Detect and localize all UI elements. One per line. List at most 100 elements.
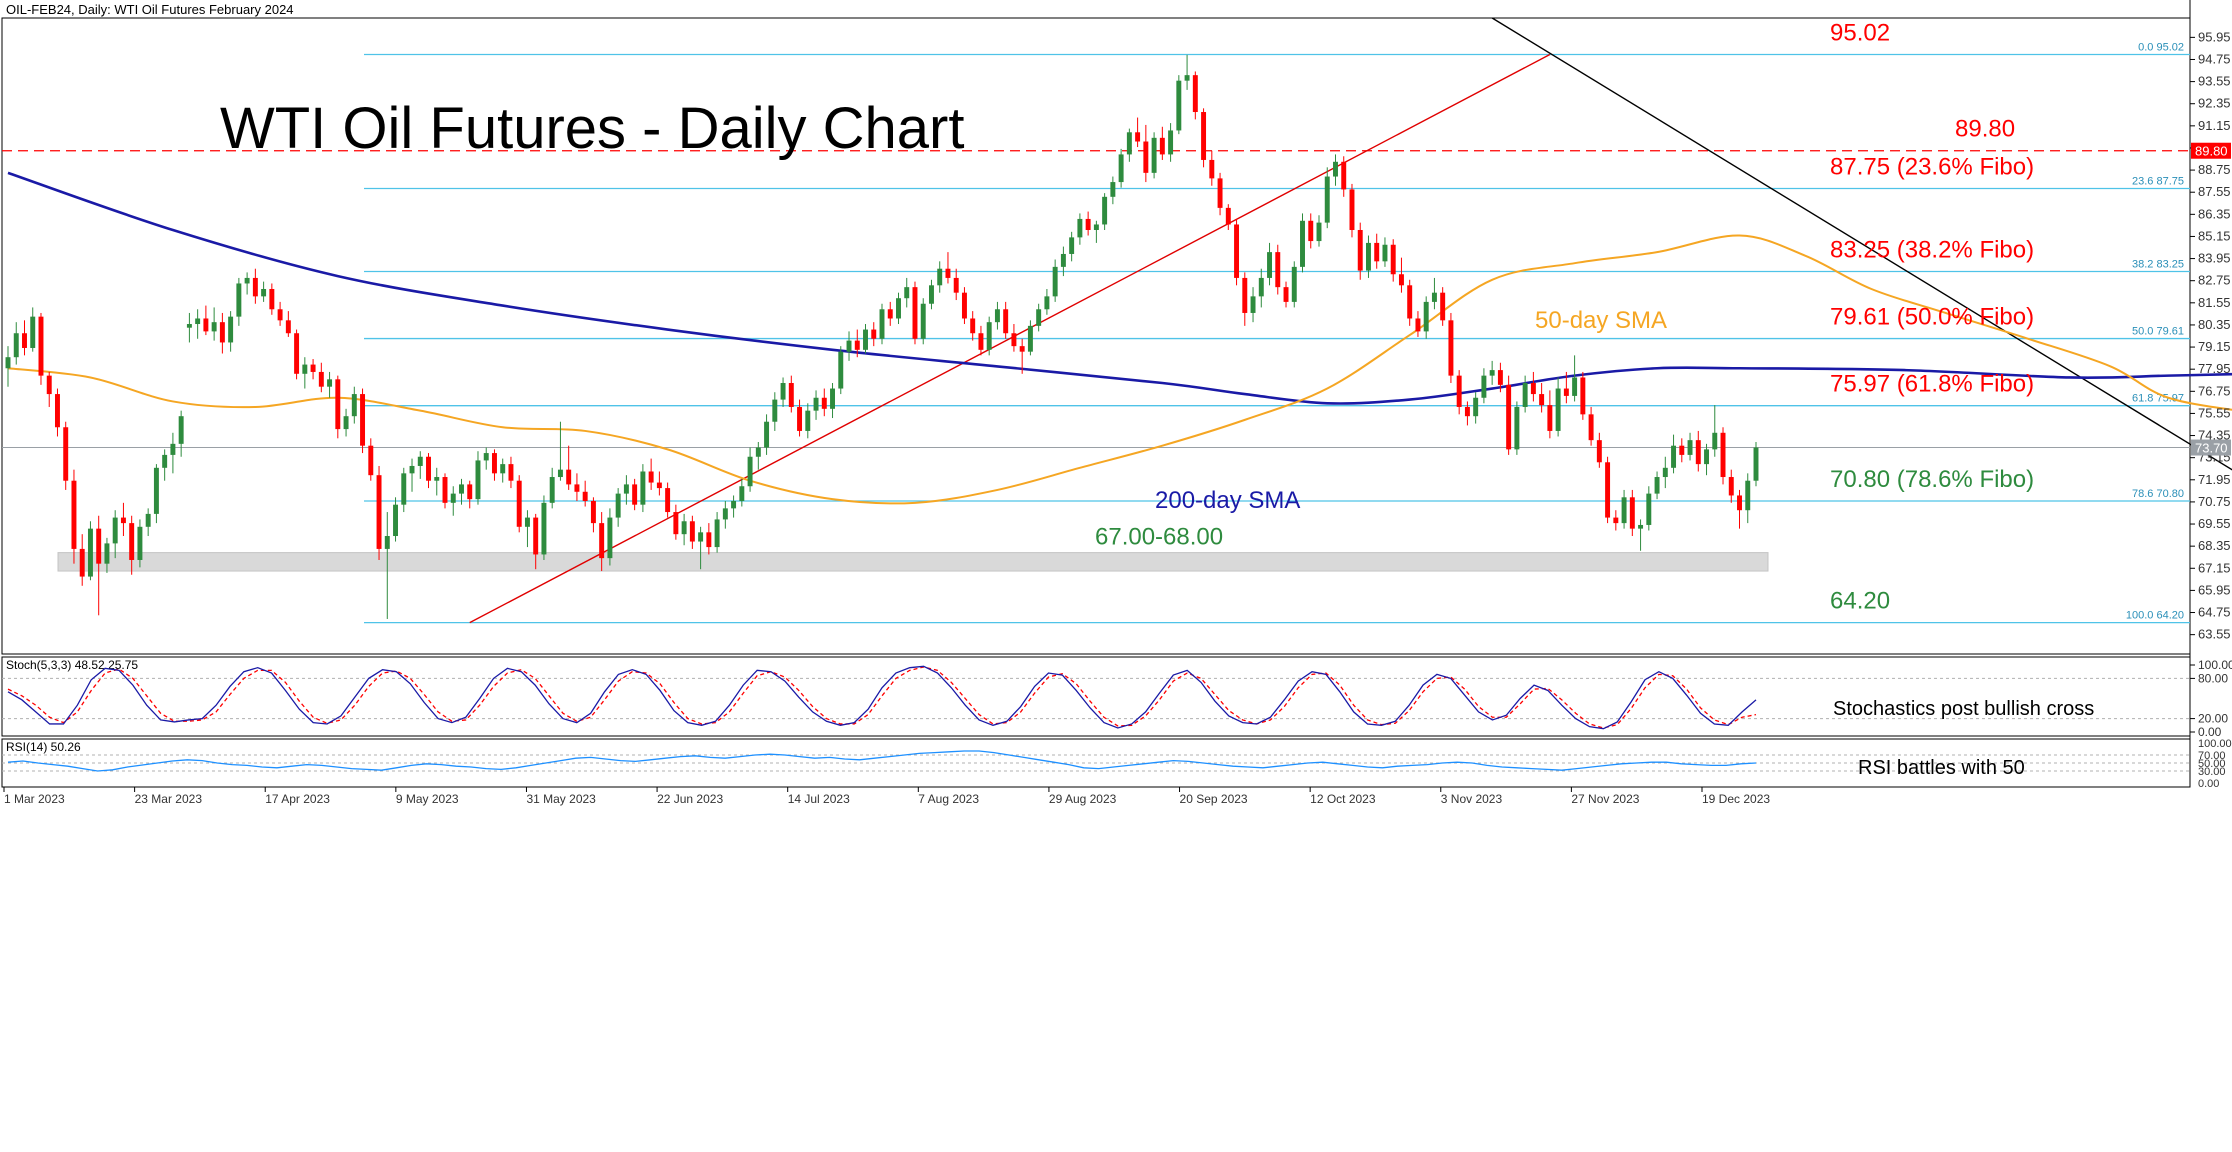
candle-body <box>566 469 572 485</box>
candle-body <box>401 473 407 505</box>
candle-body <box>211 322 217 332</box>
time-tick-label: 12 Oct 2023 <box>1310 792 1376 806</box>
candle-body <box>1341 161 1347 190</box>
candle-body <box>1646 493 1652 525</box>
candle-body <box>590 500 596 524</box>
candle-body <box>871 329 877 339</box>
candle-body <box>1431 292 1437 302</box>
candle-body <box>1720 432 1726 478</box>
candle-body <box>1291 266 1297 302</box>
fibo-label: 87.75 (23.6% Fibo) <box>1830 154 2034 181</box>
candle-body <box>376 475 382 549</box>
candle-body <box>1250 296 1256 313</box>
candle-body <box>1060 253 1066 267</box>
candle-body <box>1300 220 1305 267</box>
candle-body <box>1687 440 1693 455</box>
price-tick-label: 71.95 <box>2198 472 2231 487</box>
time-tick-label: 17 Apr 2023 <box>265 792 330 806</box>
candle-body <box>38 316 44 376</box>
current-price-tag <box>2191 439 2231 456</box>
candle-body <box>450 493 456 503</box>
candle-body <box>30 316 36 348</box>
candle-body <box>1572 377 1578 396</box>
candle-body <box>1605 462 1611 518</box>
candle-body <box>821 397 827 409</box>
time-tick-label: 23 Mar 2023 <box>135 792 203 806</box>
candle-body <box>162 454 168 468</box>
candle-body <box>1349 189 1355 230</box>
candle-body <box>1712 432 1718 450</box>
candle-body <box>1275 252 1281 288</box>
time-tick-label: 22 Jun 2023 <box>657 792 723 806</box>
candle-body <box>1654 477 1660 494</box>
price-tick-label: 86.35 <box>2198 206 2231 221</box>
time-tick-label: 9 May 2023 <box>396 792 459 806</box>
candle-body <box>1638 524 1644 529</box>
candle-body <box>409 465 415 474</box>
candle-body <box>887 309 893 319</box>
candle-body <box>1234 224 1240 278</box>
sma200-label: 200-day SMA <box>1155 487 1300 514</box>
candle-body <box>1044 296 1050 310</box>
candle-body <box>541 502 547 555</box>
candle-body <box>1308 220 1314 242</box>
downtrend-line <box>1491 17 2232 471</box>
candle-body <box>557 469 563 478</box>
candle-body <box>706 532 712 548</box>
fibo-small-label: 23.6 87.75 <box>2132 176 2184 188</box>
current-price-label: 73.70 <box>2195 441 2228 456</box>
candle-body <box>1423 301 1429 332</box>
candle-body <box>516 480 522 527</box>
chart-labels: OIL-FEB24, Daily: WTI Oil Futures Februa… <box>6 2 2034 615</box>
time-tick-label: 29 Aug 2023 <box>1049 792 1117 806</box>
candle-body <box>615 493 621 518</box>
candle-body <box>1201 112 1207 160</box>
candle-body <box>285 320 291 334</box>
candle-body <box>219 322 225 343</box>
candle-body <box>863 329 868 350</box>
time-tick-label: 27 Nov 2023 <box>1571 792 1639 806</box>
price-tick-label: 88.75 <box>2198 162 2231 177</box>
candle-body <box>13 333 19 358</box>
candle-body <box>236 283 242 317</box>
candle-body <box>475 460 481 500</box>
fibo-label: 70.80 (78.6% Fibo) <box>1830 466 2034 493</box>
candle-body <box>195 318 201 325</box>
candle-body <box>928 285 934 304</box>
candle-body <box>186 324 192 328</box>
resistance-label: 89.80 <box>1955 116 2015 143</box>
candle-body <box>1333 161 1338 177</box>
price-tick-label: 67.15 <box>2198 560 2231 575</box>
symbol-header: OIL-FEB24, Daily: WTI Oil Futures Februa… <box>6 2 294 17</box>
candle-body <box>1110 182 1116 197</box>
support-zone-label: 67.00-68.00 <box>1095 524 1223 551</box>
rsi-line <box>7 750 1757 772</box>
candle-body <box>63 427 69 481</box>
candle-body <box>1588 414 1594 441</box>
candle-body <box>1522 383 1528 407</box>
candle-body <box>1464 406 1470 417</box>
candle-body <box>1563 388 1569 396</box>
candle-body <box>104 543 110 564</box>
candle-body <box>722 508 728 520</box>
moving-averages <box>7 171 2232 505</box>
time-tick-label: 14 Jul 2023 <box>788 792 850 806</box>
candle-body <box>1217 178 1223 208</box>
candle-body <box>986 322 992 350</box>
candle-body <box>1489 370 1495 376</box>
candle-body <box>327 379 333 387</box>
candle-body <box>1539 394 1545 406</box>
price-tick-label: 70.75 <box>2198 494 2231 509</box>
candle-body <box>71 480 77 549</box>
time-tick-label: 31 May 2023 <box>526 792 596 806</box>
candle-body <box>96 528 102 564</box>
candle-body <box>46 375 52 395</box>
price-tick-label: 82.75 <box>2198 273 2231 288</box>
candle-body <box>261 288 267 297</box>
candle-body <box>79 548 85 577</box>
rsi-tick-label: 50.00 <box>2198 758 2226 770</box>
candle-body <box>1440 292 1446 321</box>
candle-body <box>780 383 786 400</box>
candle-body <box>459 484 464 494</box>
price-tick-label: 94.75 <box>2198 51 2231 66</box>
